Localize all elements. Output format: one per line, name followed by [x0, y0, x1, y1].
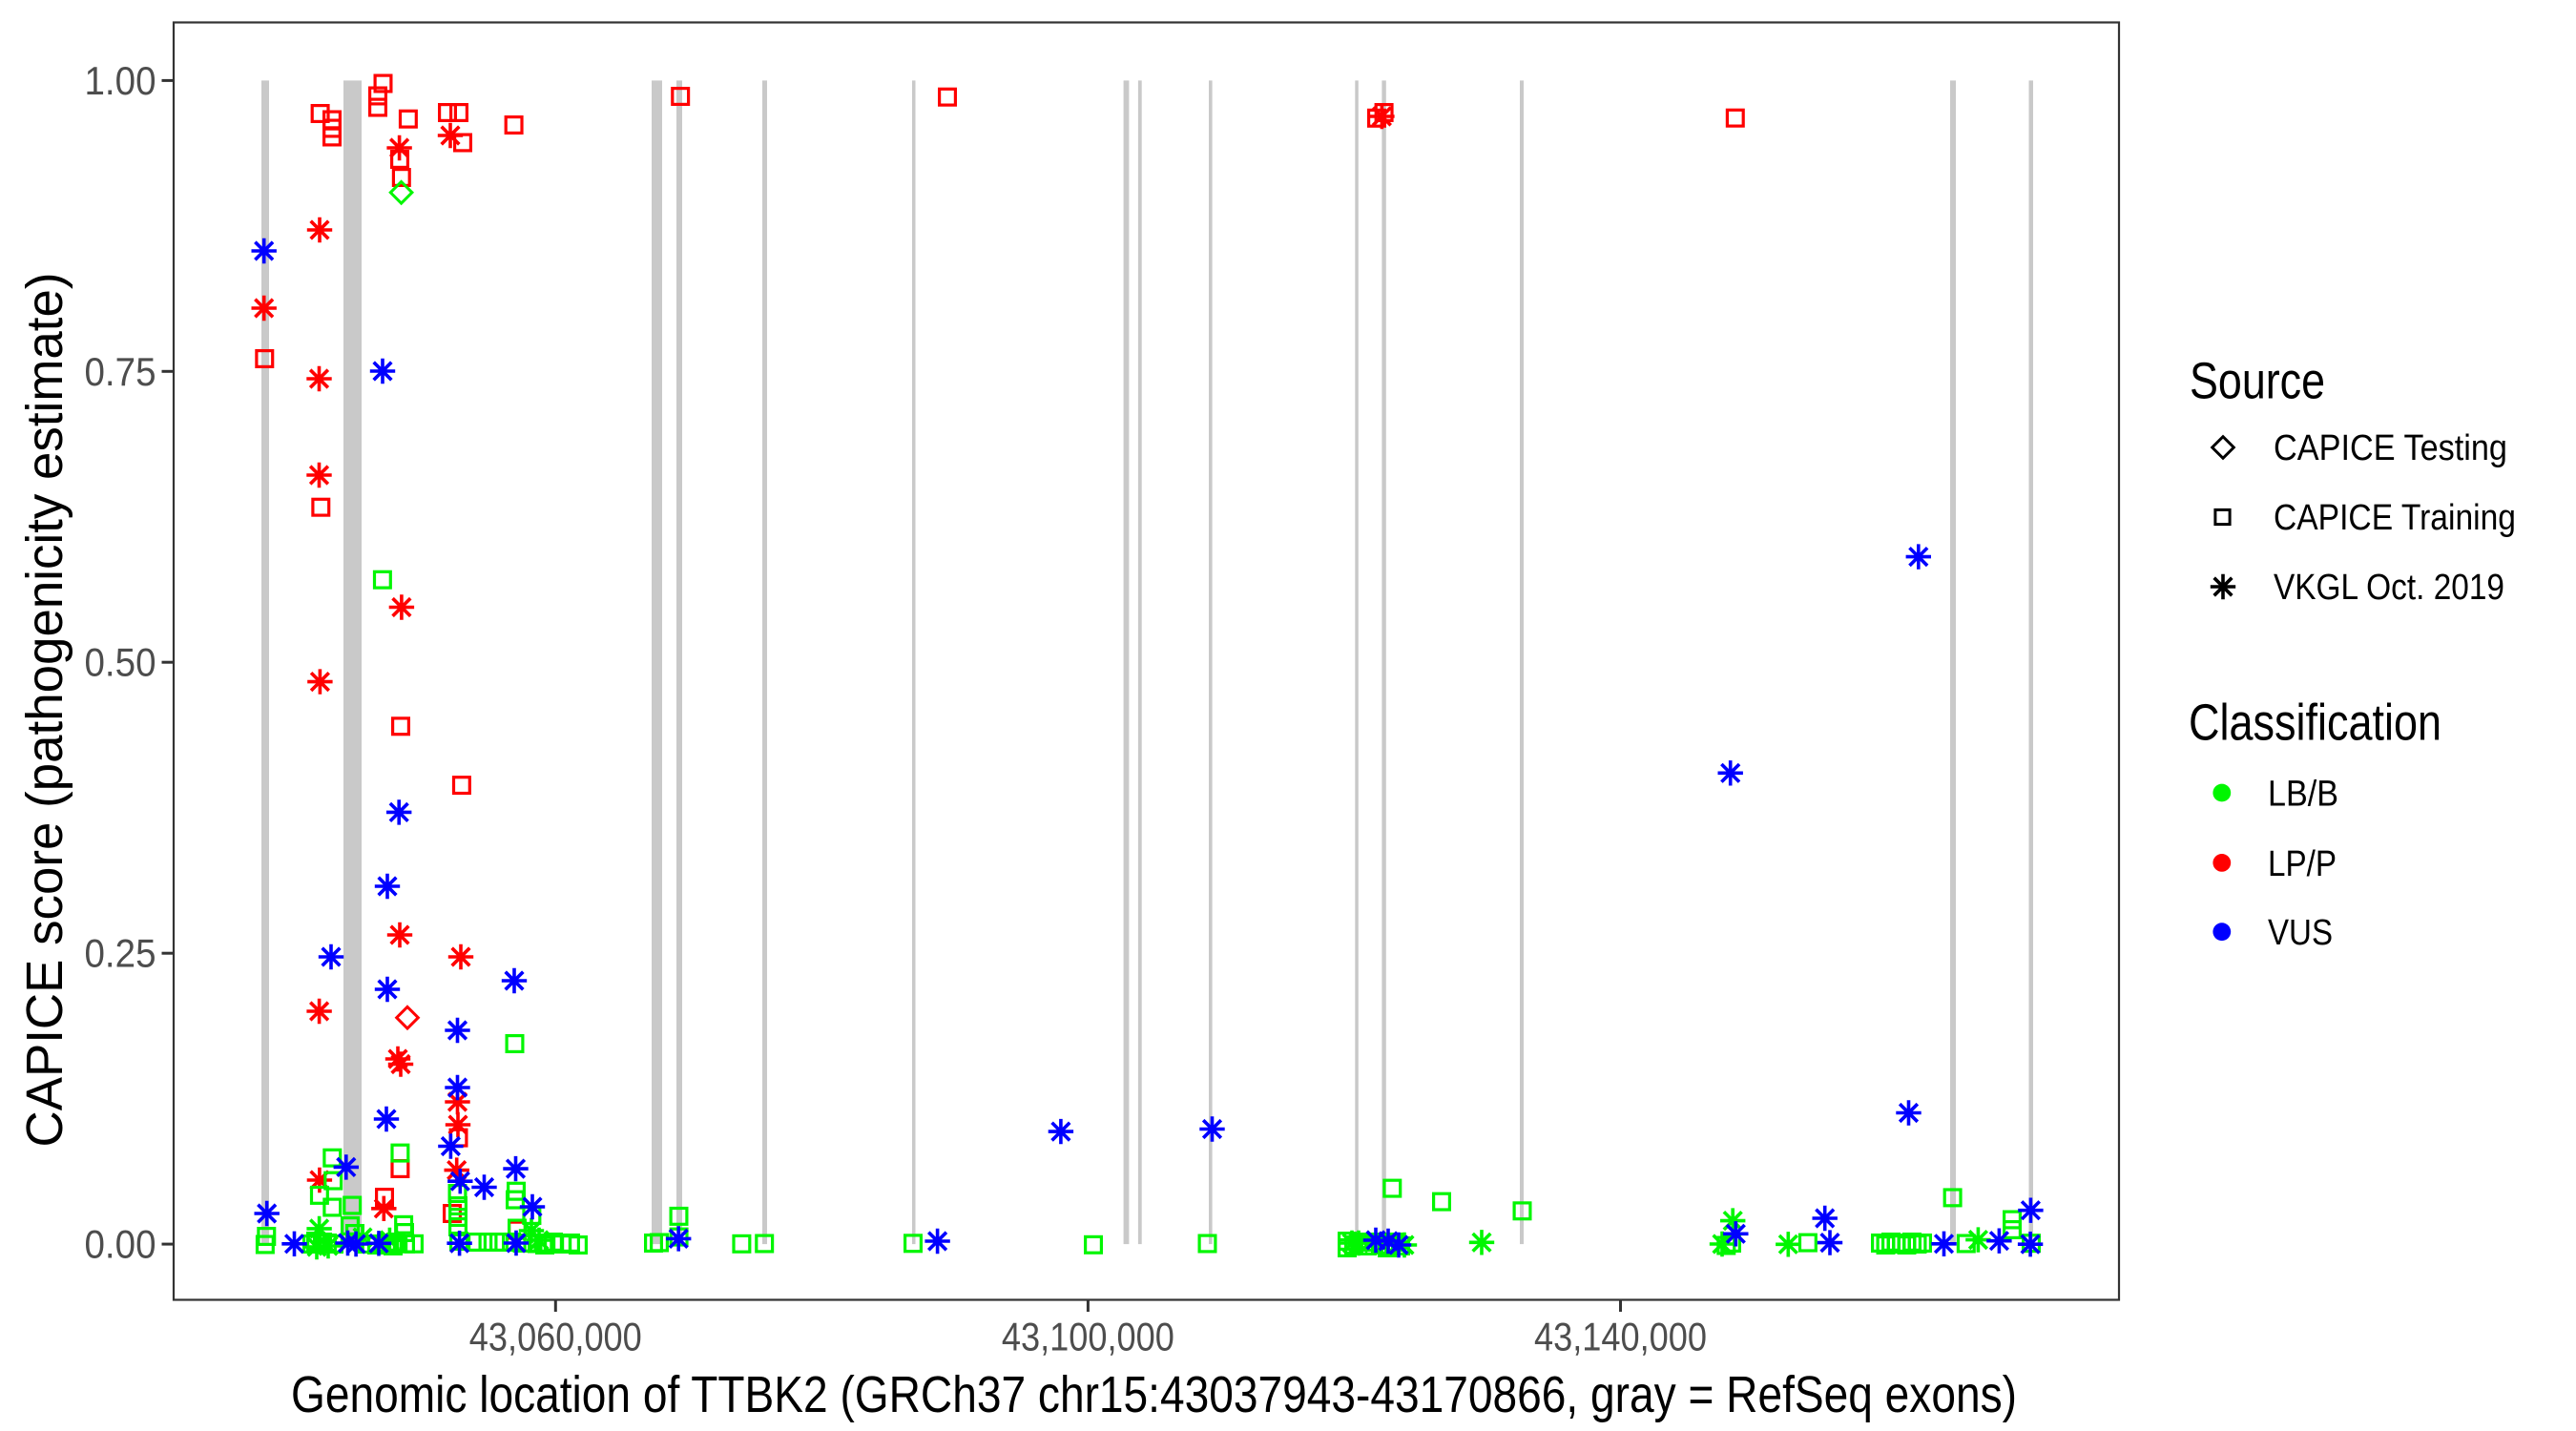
svg-text:CAPICE Training: CAPICE Training	[2274, 498, 2516, 538]
svg-text:Genomic location of TTBK2 (GRC: Genomic location of TTBK2 (GRCh37 chr15:…	[291, 1367, 2017, 1423]
svg-text:CAPICE Testing: CAPICE Testing	[2274, 428, 2507, 468]
svg-text:0.25: 0.25	[85, 931, 156, 976]
svg-text:LB/B: LB/B	[2268, 775, 2338, 815]
svg-text:VKGL Oct. 2019: VKGL Oct. 2019	[2274, 568, 2504, 608]
svg-text:1.00: 1.00	[85, 58, 156, 103]
svg-text:0.00: 0.00	[85, 1222, 156, 1267]
svg-text:43,060,000: 43,060,000	[469, 1315, 642, 1359]
svg-text:0.75: 0.75	[85, 349, 156, 394]
svg-text:43,100,000: 43,100,000	[1002, 1315, 1174, 1359]
svg-text:43,140,000: 43,140,000	[1534, 1315, 1707, 1359]
svg-text:VUS: VUS	[2268, 913, 2333, 953]
svg-text:Source: Source	[2190, 354, 2325, 410]
svg-text:LP/P: LP/P	[2268, 844, 2337, 884]
svg-text:0.50: 0.50	[85, 640, 156, 685]
svg-text:Classification: Classification	[2189, 695, 2441, 752]
svg-text:CAPICE score (pathogenicity es: CAPICE score (pathogenicity estimate)	[17, 273, 73, 1148]
